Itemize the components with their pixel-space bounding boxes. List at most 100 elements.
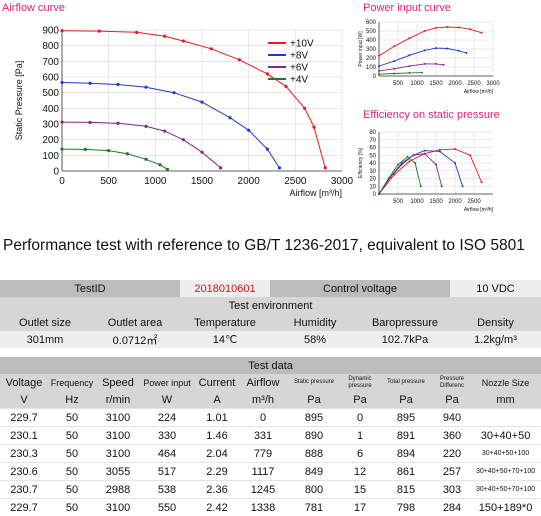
data-cell-5-2: 3100 <box>96 499 140 516</box>
data-point <box>312 126 315 129</box>
data-point <box>200 100 203 103</box>
x-tick-label: 2500 <box>467 199 481 205</box>
data-unit-10: mm <box>470 391 541 409</box>
y-tick-label: 60 <box>369 146 376 152</box>
data-point <box>88 121 91 124</box>
data-cell-3-10: 30+40+50+70+100 <box>470 463 541 481</box>
data-point <box>116 122 119 125</box>
env-header-0: Outlet size <box>0 314 90 331</box>
data-point <box>388 178 390 180</box>
y-tick-label: 500 <box>42 88 59 99</box>
x-tick-label: 2500 <box>467 81 481 87</box>
data-point <box>60 121 63 124</box>
env-value-2: 14℃ <box>180 331 270 348</box>
data-point <box>163 35 166 38</box>
y-axis-label: Power input [W] <box>358 31 364 67</box>
data-point <box>98 29 101 32</box>
data-cell-0-5: 0 <box>240 409 286 427</box>
data-cell-4-2: 2988 <box>96 481 140 499</box>
env-value-0: 301mm <box>0 331 90 348</box>
data-header-6: Static pressure <box>286 374 342 391</box>
data-point <box>435 47 437 49</box>
data-point <box>458 50 460 52</box>
y-tick-label: 700 <box>42 57 59 68</box>
series-line-+6V <box>379 64 444 71</box>
data-unit-3: W <box>140 391 194 409</box>
data-point <box>324 166 327 169</box>
data-unit-5: m³/h <box>240 391 286 409</box>
data-point <box>424 150 426 152</box>
data-point <box>84 148 87 151</box>
test-id-value: 2018010601 <box>180 280 270 297</box>
data-cell-3-3: 517 <box>140 463 194 481</box>
data-point <box>378 73 380 75</box>
data-point <box>465 52 467 54</box>
data-cell-1-4: 1.46 <box>194 427 240 445</box>
data-header-9: Pressure Differenc <box>434 374 470 391</box>
data-cell-4-10: 30+40+50+70+100 <box>470 481 541 499</box>
data-header-5: Airflow <box>240 374 286 391</box>
data-point <box>284 85 287 88</box>
data-point <box>238 58 241 61</box>
data-point <box>278 166 281 169</box>
data-cell-3-0: 230.6 <box>0 463 48 481</box>
data-point <box>408 54 410 56</box>
data-point <box>469 154 471 156</box>
x-tick-label: 1000 <box>144 176 167 187</box>
x-tick-label: 1000 <box>410 199 424 205</box>
data-header-7: Dynamic pressure <box>342 374 378 391</box>
x-axis-label: Airflow [m³/h] <box>464 207 494 213</box>
y-tick-label: 80 <box>369 130 376 136</box>
data-header-10: Nozzle Size <box>470 374 541 391</box>
data-cell-3-9: 257 <box>434 463 470 481</box>
data-cell-1-8: 891 <box>378 427 434 445</box>
performance-heading: Performance test with reference to GB/T … <box>3 237 525 255</box>
data-cell-5-3: 550 <box>140 499 194 516</box>
y-tick-label: 100 <box>42 151 59 162</box>
x-tick-label: 2000 <box>238 176 261 187</box>
data-cell-5-4: 2.42 <box>194 499 240 516</box>
data-cell-0-7: 0 <box>342 409 378 427</box>
data-unit-1: Hz <box>48 391 96 409</box>
data-cell-0-6: 895 <box>286 409 342 427</box>
data-cell-0-3: 224 <box>140 409 194 427</box>
data-header-3: Power input <box>140 374 194 391</box>
y-axis-label: Static Pressure [Pa] <box>14 61 24 141</box>
data-cell-5-9: 284 <box>434 499 470 516</box>
legend-entry: +10V <box>290 39 314 50</box>
data-unit-8: Pa <box>378 391 434 409</box>
y-tick-label: 10 <box>369 184 376 190</box>
test-id-label: TestID <box>0 280 180 297</box>
data-cell-1-7: 1 <box>342 427 378 445</box>
env-value-4: 102.7kPa <box>360 331 450 348</box>
data-point <box>60 147 63 150</box>
data-point <box>441 185 443 187</box>
data-cell-3-1: 50 <box>48 463 96 481</box>
env-header-3: Humidity <box>270 314 360 331</box>
data-cell-1-5: 331 <box>240 427 286 445</box>
data-cell-1-0: 230.1 <box>0 427 48 445</box>
data-point <box>393 72 395 74</box>
data-unit-0: V <box>0 391 48 409</box>
y-axis-label: Efficiency [%] <box>358 147 364 178</box>
data-point <box>408 65 410 67</box>
series-line-+10V <box>379 27 482 56</box>
x-tick-label: 1500 <box>429 199 443 205</box>
data-point <box>303 107 306 110</box>
data-cell-4-8: 815 <box>378 481 434 499</box>
data-cell-2-7: 6 <box>342 445 378 463</box>
data-point <box>435 63 437 65</box>
data-cell-0-2: 3100 <box>96 409 140 427</box>
y-tick-label: 50 <box>369 153 376 159</box>
data-cell-2-6: 888 <box>286 445 342 463</box>
data-header-1: Frequency <box>48 374 96 391</box>
data-point <box>439 150 441 152</box>
data-point <box>60 81 63 84</box>
env-value-5: 1.2kg/m³ <box>450 331 541 348</box>
legend-entry: +6V <box>290 63 308 74</box>
